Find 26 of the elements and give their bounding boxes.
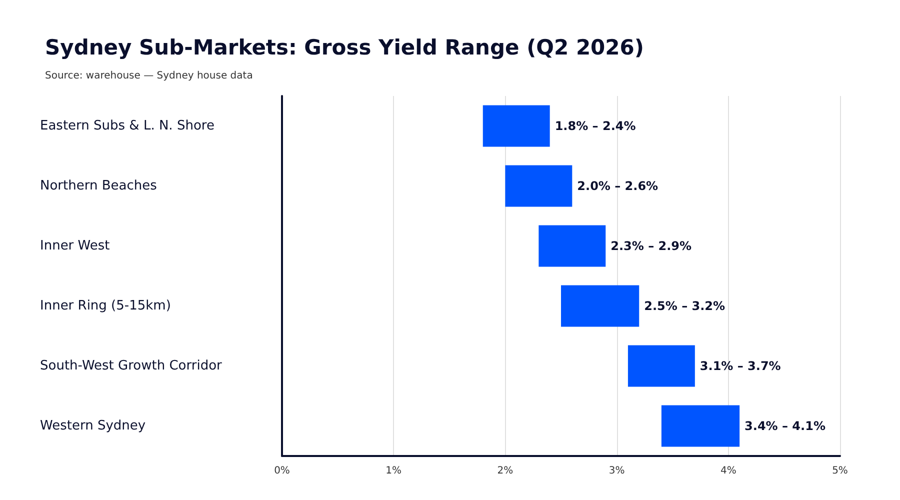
bar (628, 345, 695, 387)
x-tick-label: 3% (608, 466, 625, 476)
bar (538, 225, 606, 267)
bar (505, 165, 572, 207)
chart-title: Sydney Sub-Markets: Gross Yield Range (Q2 2026) (45, 36, 644, 60)
annotation: 2.3% – 2.9% (610, 239, 692, 253)
bar (661, 405, 740, 447)
x-tick-label: 1% (386, 466, 402, 476)
y-tick-label: Eastern Subs & L. N. Shore (40, 118, 214, 134)
bar (561, 285, 640, 327)
x-tick-label: 4% (720, 466, 736, 476)
text: Source: warehouse — Sydney house data (45, 70, 253, 82)
annotation: 3.4% – 4.1% (744, 419, 826, 433)
bar (482, 105, 550, 147)
y-tick-label: Western Sydney (40, 418, 146, 434)
x-tick-label: 2% (497, 466, 514, 476)
annotation: 3.1% – 3.7% (700, 359, 781, 373)
annotation: 1.8% – 2.4% (554, 119, 636, 133)
annotation: 2.0% – 2.6% (577, 179, 658, 193)
y-tick-label: Northern Beaches (40, 178, 158, 194)
x-tick-label: 0% (274, 466, 290, 476)
y-tick-label: Inner West (40, 238, 110, 254)
y-tick-label: South-West Growth Corridor (40, 358, 223, 374)
annotation: 2.5% – 3.2% (644, 299, 726, 313)
y-tick-label: Inner Ring (5-15km) (40, 298, 171, 314)
x-tick-label: 5% (832, 466, 848, 476)
